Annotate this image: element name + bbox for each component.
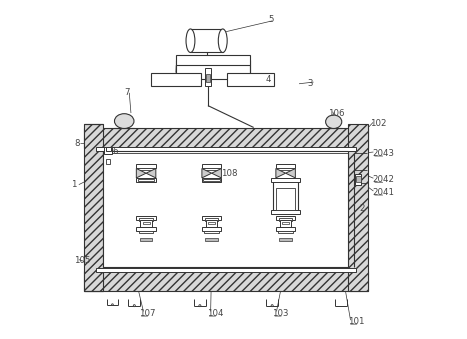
Bar: [139, 218, 153, 221]
Polygon shape: [202, 168, 212, 178]
Text: 2041: 2041: [372, 188, 394, 197]
Bar: [208, 222, 215, 224]
Bar: [138, 179, 154, 181]
Polygon shape: [212, 168, 221, 178]
Text: 8: 8: [75, 139, 80, 148]
Bar: [139, 231, 154, 233]
Bar: [355, 174, 361, 185]
Bar: [177, 55, 250, 65]
Bar: [103, 151, 348, 267]
Text: 2043: 2043: [372, 149, 394, 158]
Bar: [279, 218, 292, 221]
Bar: [278, 231, 293, 233]
Polygon shape: [136, 168, 146, 178]
Bar: [191, 29, 223, 53]
Bar: [202, 164, 221, 168]
Ellipse shape: [186, 29, 195, 53]
Text: 3: 3: [307, 79, 313, 88]
Polygon shape: [286, 168, 295, 178]
Bar: [276, 188, 295, 210]
Bar: [106, 159, 110, 164]
Text: 5: 5: [269, 15, 274, 24]
Bar: [276, 164, 295, 168]
Ellipse shape: [114, 114, 134, 128]
Text: 4: 4: [265, 75, 271, 84]
Text: 104: 104: [206, 309, 223, 318]
Bar: [204, 179, 220, 181]
Bar: [142, 222, 149, 224]
Bar: [277, 179, 294, 181]
Text: 102: 102: [370, 119, 386, 127]
Text: 2: 2: [360, 204, 365, 213]
Bar: [205, 218, 219, 221]
Ellipse shape: [271, 305, 273, 307]
Bar: [276, 216, 295, 220]
Bar: [206, 220, 218, 227]
Bar: [105, 147, 113, 154]
Bar: [204, 168, 220, 170]
Bar: [84, 124, 103, 291]
Text: 106: 106: [328, 108, 345, 118]
Bar: [96, 147, 356, 151]
Bar: [84, 128, 368, 148]
Ellipse shape: [112, 304, 113, 305]
Ellipse shape: [133, 305, 135, 307]
Bar: [136, 178, 156, 182]
Bar: [202, 227, 221, 231]
Bar: [205, 238, 218, 241]
Bar: [204, 231, 219, 233]
Ellipse shape: [325, 115, 342, 128]
Bar: [282, 222, 289, 224]
Bar: [276, 227, 295, 231]
Bar: [276, 178, 295, 182]
Bar: [140, 220, 152, 227]
Bar: [202, 216, 221, 220]
Polygon shape: [146, 168, 156, 178]
Bar: [227, 73, 274, 86]
Bar: [348, 124, 368, 291]
Text: 103: 103: [272, 309, 289, 318]
Text: 108: 108: [221, 169, 237, 178]
Bar: [136, 216, 156, 220]
Bar: [151, 73, 201, 86]
Bar: [279, 238, 292, 241]
Bar: [271, 178, 300, 182]
Text: 105: 105: [74, 256, 90, 265]
Bar: [355, 176, 361, 182]
Bar: [138, 168, 154, 170]
Bar: [84, 271, 368, 291]
Text: 6: 6: [113, 146, 118, 156]
Ellipse shape: [218, 29, 227, 53]
Bar: [136, 227, 156, 231]
Bar: [106, 147, 111, 151]
Text: 7: 7: [124, 88, 130, 97]
Bar: [96, 268, 356, 272]
Bar: [136, 164, 156, 168]
Bar: [273, 180, 298, 213]
Text: 107: 107: [139, 309, 155, 318]
Bar: [205, 67, 211, 86]
Text: 2042: 2042: [372, 175, 394, 184]
Text: 101: 101: [348, 317, 364, 326]
Ellipse shape: [199, 305, 201, 307]
Bar: [277, 168, 294, 170]
Bar: [140, 238, 152, 241]
Bar: [271, 210, 300, 214]
Polygon shape: [276, 168, 286, 178]
Bar: [202, 178, 221, 182]
Bar: [206, 74, 210, 82]
Text: 1: 1: [71, 180, 77, 189]
Bar: [280, 220, 291, 227]
